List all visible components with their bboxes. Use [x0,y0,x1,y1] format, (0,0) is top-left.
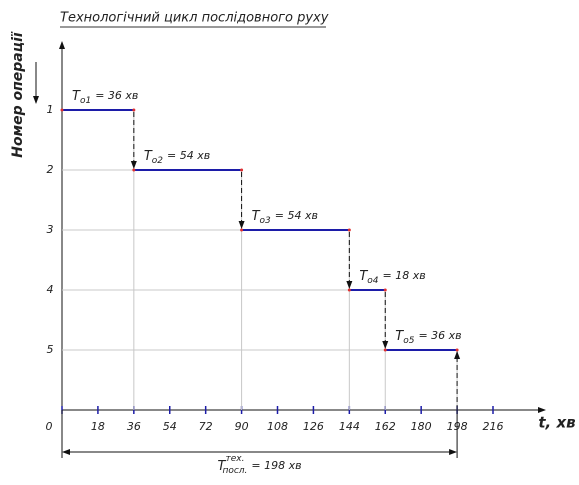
label-sub: о2 [152,156,164,166]
label-symbol: T [252,209,261,224]
y-tick-label: 1 [47,103,54,116]
label-rest: = 54 хв [167,149,210,162]
x-tick-label: 144 [339,420,360,433]
x-tick-label: 0 [46,420,53,433]
bar-end [347,228,351,232]
label-symbol: T [359,269,368,284]
label-rest: = 36 хв [95,89,138,102]
y-tick-label: 4 [47,283,54,296]
label-sub: о4 [367,276,379,286]
y-tick-label: 2 [47,163,54,176]
bar-end [383,348,387,352]
x-tick-label: 180 [411,420,432,433]
duration-label: Tо2 = 54 хв [144,149,210,166]
x-tick-label: 54 [163,420,177,433]
x-tick-label: 18 [91,420,105,433]
label-symbol: T [218,459,227,474]
chart-title: Технологічний цикл послідовного руху [60,11,329,26]
bar-end [455,348,459,352]
label-symbol: T [144,149,153,164]
y-tick-label: 5 [47,343,54,356]
duration-label: Tо5 = 36 хв [395,329,461,346]
duration-label: Tо3 = 54 хв [252,209,318,226]
bar-end [240,168,244,172]
bar-end [60,108,64,112]
total-label: Tтех. посл. = 198 хв [218,454,302,476]
label-rest: = 36 хв [418,329,461,342]
y-axis-label: Номер операції [10,31,26,158]
x-axis-label: t, хв [538,414,575,432]
label-rest: = 18 хв [383,269,426,282]
bar-end [240,228,244,232]
x-tick-label: 162 [375,420,396,433]
label-symbol: T [395,329,404,344]
x-tick-label: 36 [127,420,141,433]
label-symbol: T [72,89,81,104]
label-sup: тех. [225,454,244,464]
duration-label: Tо1 = 36 хв [72,89,138,106]
x-tick-label: 90 [235,420,249,433]
x-tick-label: 216 [483,420,504,433]
label-sub: о1 [80,96,91,106]
label-sub: о3 [260,216,272,226]
duration-label: Tо4 = 18 хв [359,269,425,286]
x-tick-label: 72 [199,420,213,433]
bar-end [347,288,351,292]
bar-end [132,108,136,112]
y-tick-label: 3 [47,223,54,236]
label-rest: = 198 хв [251,459,301,472]
x-tick-label: 126 [303,420,324,433]
bar-end [132,168,136,172]
label-sub: посл. [222,466,247,476]
label-rest: = 54 хв [275,209,318,222]
x-tick-label: 108 [267,420,288,433]
label-sub: о5 [403,336,415,346]
bar-end [383,288,387,292]
